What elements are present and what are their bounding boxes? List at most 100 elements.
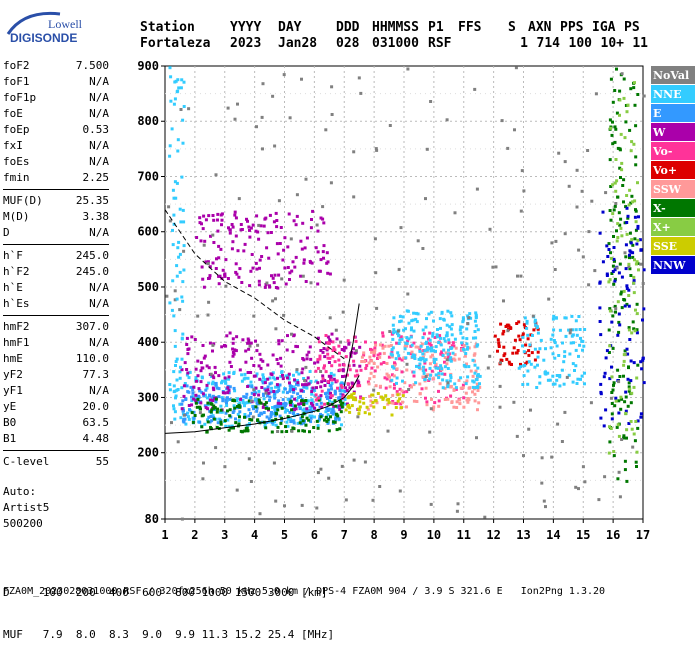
echo-point (636, 226, 640, 230)
profile-trace (343, 303, 360, 387)
echo-point (299, 394, 302, 398)
echo-point (327, 388, 331, 392)
echo-point (379, 362, 383, 366)
echo-point (445, 362, 449, 366)
echo-point (434, 362, 438, 366)
echo-point (624, 267, 628, 271)
echo-point (326, 271, 330, 275)
echo-point (239, 228, 243, 232)
echo-point (330, 394, 334, 398)
echo-point (179, 108, 183, 111)
echo-point (342, 278, 346, 282)
echo-point (411, 318, 415, 322)
echo-point (279, 421, 283, 425)
echo-point (424, 342, 428, 345)
echo-point (216, 229, 220, 233)
echo-point (421, 328, 425, 332)
echo-point (269, 390, 273, 394)
echo-point (192, 385, 196, 389)
echo-point (171, 243, 175, 247)
echo-point (275, 358, 279, 361)
echo-point (622, 436, 626, 440)
echo-point (634, 420, 638, 423)
echo-point (289, 387, 293, 390)
echo-point (575, 168, 579, 172)
echo-point (316, 366, 320, 370)
echo-point (498, 384, 502, 388)
echo-point (215, 257, 218, 261)
echo-point (294, 344, 298, 348)
header-value-1: 2023 (230, 36, 262, 51)
echo-point (456, 502, 460, 506)
echo-point (296, 345, 299, 349)
echo-point (226, 277, 230, 280)
echo-point (235, 488, 239, 492)
echo-point (250, 418, 254, 422)
echo-point (640, 367, 644, 371)
echo-point (473, 345, 477, 349)
echo-point (230, 247, 234, 251)
echo-point (525, 321, 529, 325)
echo-point (223, 376, 227, 380)
echo-point (441, 354, 445, 357)
echo-point (215, 386, 219, 390)
echo-point (330, 411, 334, 415)
echo-point (616, 368, 620, 372)
echo-point (427, 379, 431, 382)
echo-point (290, 269, 294, 273)
echo-point (292, 427, 296, 431)
echo-point (630, 238, 634, 242)
param-row: fxI N/A (3, 138, 109, 154)
echo-point (506, 329, 510, 333)
param-name: foE (3, 107, 23, 120)
echo-point (624, 243, 628, 247)
echo-point (214, 383, 218, 387)
echo-point (583, 328, 587, 331)
echo-point (553, 382, 557, 386)
echo-point (254, 339, 257, 343)
echo-point (536, 355, 540, 359)
echo-point (459, 331, 463, 335)
echo-point (614, 307, 618, 311)
echo-point (471, 358, 475, 362)
echo-point (304, 365, 308, 369)
echo-point (372, 362, 376, 365)
echo-point (216, 212, 220, 216)
echo-point (265, 421, 269, 424)
echo-point (621, 184, 625, 187)
echo-point (253, 397, 257, 401)
echo-point (200, 390, 204, 394)
echo-point (216, 218, 219, 222)
echo-point (577, 487, 580, 491)
echo-point (628, 231, 632, 235)
param-name: D (3, 226, 10, 239)
param-value: 77.3 (82, 368, 110, 381)
echo-point (608, 307, 612, 311)
echo-point (237, 197, 241, 201)
param-row: h`E N/A (3, 280, 109, 296)
echo-point (262, 376, 265, 380)
echo-point (322, 347, 326, 350)
echo-point (628, 338, 632, 341)
echo-point (590, 199, 594, 203)
echo-point (615, 229, 618, 233)
echo-point (255, 214, 259, 218)
echo-point (314, 369, 318, 373)
echo-point (452, 405, 456, 409)
echo-point (243, 413, 247, 416)
header-label-11: PS (624, 20, 640, 35)
echo-point (199, 361, 203, 365)
echo-point (211, 349, 214, 353)
echo-point (246, 337, 250, 341)
echo-point (287, 377, 291, 381)
param-row: foF1 N/A (3, 74, 109, 90)
echo-point (314, 398, 318, 402)
echo-point (607, 280, 611, 284)
echo-point (269, 415, 273, 418)
echo-point (369, 371, 373, 375)
echo-point (386, 402, 390, 406)
x-tick-label: 15 (576, 528, 590, 542)
echo-point (183, 382, 187, 385)
header-label-8: AXN (528, 20, 552, 35)
echo-point (582, 344, 586, 348)
